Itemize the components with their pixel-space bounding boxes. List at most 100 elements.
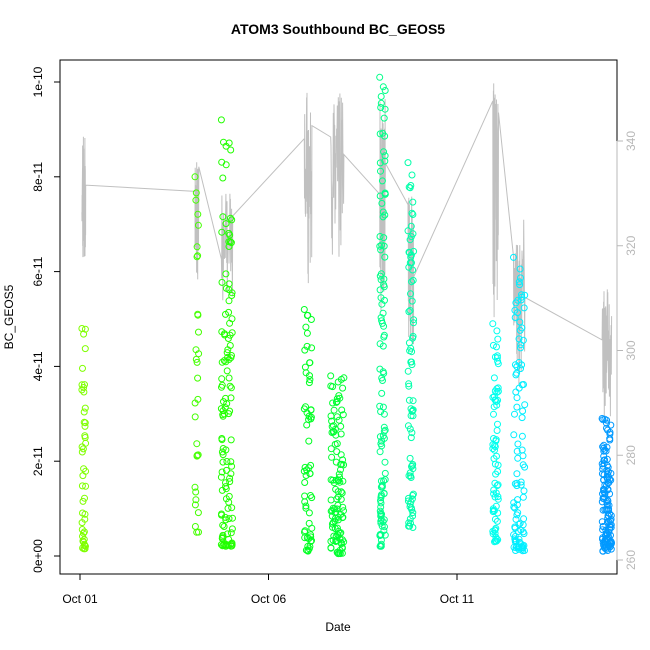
- x-tick-label: Oct 01: [62, 592, 98, 606]
- data-point: [599, 462, 607, 470]
- data-point: [510, 431, 518, 439]
- data-point: [404, 159, 412, 167]
- data-point: [405, 263, 413, 271]
- data-point: [194, 509, 202, 517]
- axes: 0e+00 2e-11 4e-11 6e-11 8e-11 1e-10 260 280 300 3…: [31, 66, 638, 606]
- data-point: [380, 234, 388, 242]
- data-point: [405, 248, 413, 256]
- data-point: [191, 399, 199, 407]
- data-point: [516, 281, 524, 289]
- data-point: [516, 318, 524, 326]
- data-point: [408, 209, 416, 217]
- data-point: [517, 481, 525, 489]
- data-point: [195, 328, 202, 336]
- data-point: [492, 489, 500, 497]
- data-point: [600, 447, 608, 455]
- data-point: [606, 517, 614, 525]
- data-point: [327, 476, 335, 484]
- data-point: [78, 448, 86, 456]
- data-point: [378, 177, 386, 185]
- data-point: [381, 211, 389, 219]
- data-point: [81, 419, 89, 427]
- data-point: [192, 496, 200, 504]
- data-point: [377, 276, 385, 284]
- data-point: [598, 415, 606, 422]
- data-point: [225, 515, 233, 523]
- data-point: [225, 238, 233, 246]
- data-point: [409, 211, 417, 218]
- data-point: [193, 253, 201, 261]
- data-point: [227, 529, 235, 537]
- data-point: [337, 430, 345, 438]
- data-point: [379, 403, 387, 411]
- data-point: [515, 278, 523, 286]
- data-point: [227, 146, 235, 154]
- data-point: [408, 429, 416, 437]
- data-point: [226, 474, 234, 482]
- data-point: [223, 466, 230, 474]
- data-point: [518, 291, 525, 299]
- data-point: [218, 158, 226, 166]
- data-point: [222, 270, 230, 278]
- data-point: [404, 227, 412, 235]
- data-point: [305, 379, 313, 387]
- data-point: [335, 470, 343, 478]
- data-point: [227, 436, 235, 444]
- data-point: [600, 486, 608, 494]
- data-point: [228, 315, 236, 323]
- y-tick-label: 0e+00: [31, 539, 45, 573]
- data-point: [410, 316, 418, 324]
- data-point: [81, 510, 89, 518]
- data-point: [327, 537, 335, 545]
- data-point: [307, 537, 315, 545]
- data-point: [381, 253, 389, 261]
- data-point: [335, 416, 343, 424]
- data-point: [194, 374, 202, 382]
- data-point: [519, 528, 527, 536]
- data-point: [381, 458, 389, 466]
- data-point: [511, 410, 518, 418]
- data-point: [602, 537, 610, 545]
- data-point: [337, 451, 345, 459]
- data-point: [519, 542, 527, 550]
- data-point: [378, 389, 386, 397]
- data-point: [408, 462, 416, 470]
- data-point: [377, 246, 385, 254]
- data-point: [377, 314, 385, 322]
- data-point: [380, 148, 388, 156]
- chart-title: ATOM3 Southbound BC_GEOS5: [231, 21, 445, 37]
- data-point: [409, 512, 417, 520]
- data-point: [327, 496, 335, 504]
- data-point: [514, 454, 522, 462]
- data-point: [604, 463, 612, 471]
- data-point: [607, 469, 615, 477]
- data-point: [81, 345, 89, 353]
- data-point: [408, 361, 416, 369]
- data-point: [493, 385, 501, 393]
- y-right-tick-label: 260: [624, 550, 638, 570]
- data-point: [225, 374, 233, 382]
- data-point: [337, 422, 345, 430]
- data-point: [329, 504, 337, 512]
- data-point: [80, 538, 87, 546]
- data-point: [601, 489, 609, 497]
- data-point: [333, 398, 341, 405]
- data-point: [600, 444, 608, 452]
- data-point: [376, 365, 384, 373]
- data-point: [329, 523, 336, 531]
- data-point: [218, 435, 226, 442]
- data-point: [378, 522, 386, 530]
- y-right-tick-label: 340: [624, 131, 638, 151]
- data-point: [301, 498, 309, 506]
- data-point: [379, 309, 387, 317]
- data-point: [601, 540, 609, 548]
- data-point: [224, 504, 232, 512]
- data-point: [380, 242, 388, 250]
- data-point: [227, 354, 235, 362]
- data-point: [302, 472, 310, 479]
- data-point: [329, 519, 337, 526]
- data-point: [409, 332, 417, 340]
- data-point: [219, 213, 227, 221]
- data-point: [308, 344, 316, 352]
- data-point: [493, 482, 501, 490]
